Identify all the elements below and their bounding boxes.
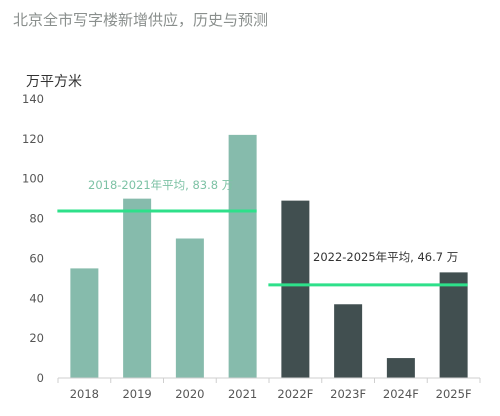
- x-tick-label: 2025F: [436, 387, 472, 401]
- y-tick-label: 40: [29, 291, 44, 305]
- y-tick-label: 140: [22, 92, 44, 106]
- x-tick-label: 2021: [228, 387, 257, 401]
- y-tick-label: 20: [29, 331, 44, 345]
- x-tick-label: 2020: [175, 387, 204, 401]
- y-axis-unit-label: 万平方米: [26, 74, 82, 90]
- chart-title: 北京全市写字楼新增供应，历史与预测: [13, 11, 269, 29]
- x-tick-label: 2019: [122, 387, 151, 401]
- bar-2022F: [281, 200, 310, 378]
- bar-2023F: [334, 304, 363, 378]
- bar-2021: [228, 134, 257, 378]
- bar-2018: [70, 268, 99, 378]
- x-tick-label: 2023F: [330, 387, 366, 401]
- x-tick-label: 2022F: [277, 387, 313, 401]
- y-tick-label: 120: [22, 132, 44, 146]
- x-tick-label: 2018: [70, 387, 99, 401]
- bar-2024F: [386, 358, 415, 378]
- y-tick-label: 0: [37, 371, 44, 385]
- bar-2019: [123, 198, 152, 378]
- average-label-historical: 2018-2021年平均, 83.8 万: [88, 178, 233, 192]
- y-tick-label: 100: [22, 172, 44, 186]
- average-label-forecast: 2022-2025年平均, 46.7 万: [313, 250, 458, 264]
- y-tick-label: 80: [29, 212, 44, 226]
- bar-2020: [175, 238, 204, 378]
- y-tick-label: 60: [29, 251, 44, 265]
- bar-2025F: [439, 272, 468, 378]
- x-tick-label: 2024F: [383, 387, 419, 401]
